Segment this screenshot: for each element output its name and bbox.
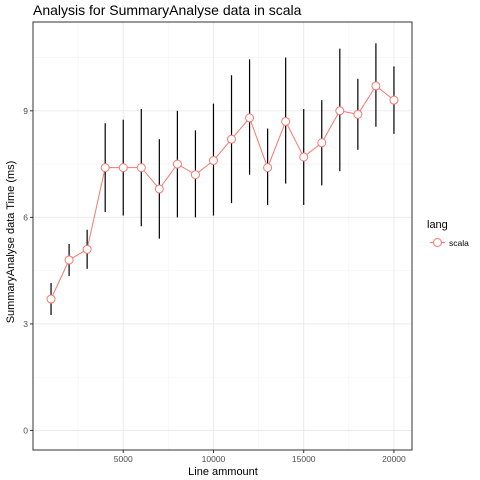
plot-panel	[32, 21, 413, 451]
x-tick-label: 10000	[202, 454, 226, 464]
data-point	[154, 184, 164, 194]
y-axis-title: SummaryAnalyse data Time (ms)	[5, 161, 17, 324]
x-tick-label: 5000	[114, 454, 133, 464]
data-point	[299, 152, 309, 162]
y-tick-label: 6	[23, 212, 28, 222]
data-point	[263, 163, 273, 173]
data-point	[82, 244, 92, 254]
data-point	[353, 109, 363, 119]
data-point	[172, 159, 182, 169]
panel-border	[32, 21, 413, 451]
data-point	[100, 163, 110, 173]
data-point	[281, 116, 291, 126]
x-tick-label: 15000	[292, 454, 316, 464]
x-axis-title: Line ammount	[188, 466, 258, 478]
legend-key-scala	[429, 234, 446, 251]
x-axis: 5000 10000 15000 20000	[114, 450, 406, 464]
data-point	[335, 106, 345, 116]
data-point	[136, 163, 146, 173]
legend-key-point	[433, 238, 442, 247]
data-point	[118, 163, 128, 173]
data-point	[371, 81, 381, 91]
y-tick-label: 0	[23, 425, 28, 435]
legend: lang scala	[427, 219, 469, 251]
x-tick-label: 20000	[382, 454, 406, 464]
data-point	[190, 170, 200, 180]
chart-title: Analysis for SummaryAnalyse data in scal…	[33, 2, 302, 18]
data-point	[208, 156, 218, 166]
y-tick-label: 9	[23, 106, 28, 116]
data-point	[64, 255, 74, 265]
data-point	[317, 138, 327, 148]
legend-title: lang	[427, 219, 448, 231]
data-point	[46, 294, 56, 304]
legend-label-scala: scala	[449, 238, 469, 248]
data-point	[389, 95, 399, 105]
y-axis: 0 3 6 9	[23, 106, 33, 435]
data-point	[245, 113, 255, 123]
y-tick-label: 3	[23, 319, 28, 329]
data-point	[227, 134, 237, 144]
